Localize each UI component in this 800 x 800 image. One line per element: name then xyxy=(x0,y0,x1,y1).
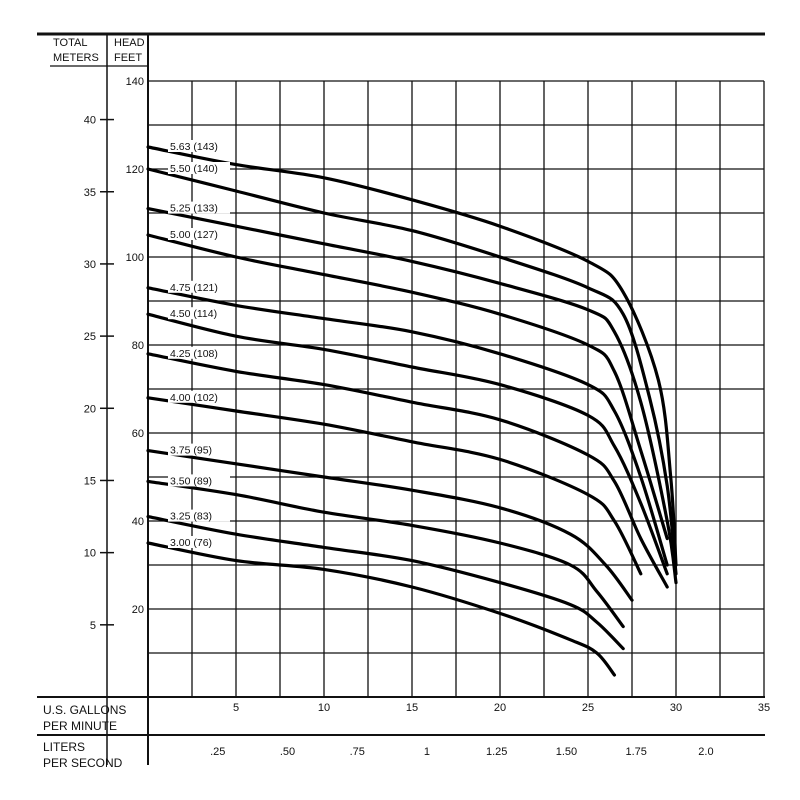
impeller-curve-6 xyxy=(146,312,669,576)
gpm-tick-label: 5 xyxy=(233,702,239,714)
lps-tick-label: 2.0 xyxy=(698,746,713,758)
curve-label: 4.75 (121) xyxy=(170,282,218,294)
gpm-tick-label: 10 xyxy=(318,702,330,714)
meters-tick-label: 25 xyxy=(84,331,96,343)
curve-label-background xyxy=(168,307,230,320)
feet-header-line2: FEET xyxy=(114,52,142,64)
feet-tick-label: 120 xyxy=(126,164,144,176)
curve-label: 3.75 (95) xyxy=(170,445,212,457)
meters-tick-label: 10 xyxy=(84,548,96,560)
impeller-curve-8 xyxy=(146,396,643,576)
impeller-curve-9 xyxy=(146,449,634,602)
impeller-curve-3 xyxy=(146,207,678,585)
impeller-curve-5 xyxy=(146,286,669,567)
lps-tick-label: .75 xyxy=(350,746,365,758)
meters-tick-label: 15 xyxy=(84,475,96,487)
curve-label-background xyxy=(168,280,230,293)
curve-label-background xyxy=(168,443,230,456)
lps-axis-label-line1: LITERS xyxy=(43,740,85,754)
curve-label: 3.00 (76) xyxy=(170,537,212,549)
impeller-curve-10 xyxy=(146,479,625,629)
lps-tick-label: 1.75 xyxy=(625,746,646,758)
feet-tick-label: 140 xyxy=(126,76,144,88)
gpm-axis-label-line2: PER MINUTE xyxy=(43,719,117,733)
gpm-tick-label: 25 xyxy=(582,702,594,714)
grid xyxy=(148,80,765,697)
meters-tick-label: 35 xyxy=(84,187,96,199)
curve-label: 4.00 (102) xyxy=(170,392,218,404)
feet-header-line1: HEAD xyxy=(114,37,145,49)
curve-label-background xyxy=(168,346,230,359)
curve-label: 5.25 (133) xyxy=(170,203,218,215)
curve-label: 3.25 (83) xyxy=(170,511,212,523)
curve-label: 5.63 (143) xyxy=(170,141,218,153)
curve-label: 5.50 (140) xyxy=(170,163,218,175)
lps-tick-label: .25 xyxy=(210,746,225,758)
gpm-tick-label: 15 xyxy=(406,702,418,714)
tick-labels: 20 40 60 80 100 120 140 5 10 15 20 25 30 35 40 5 10 15 20 2… xyxy=(84,76,770,758)
feet-tick-label: 80 xyxy=(132,340,144,352)
impeller-curve-12 xyxy=(146,541,616,677)
curve-label-background xyxy=(168,509,230,522)
curve-label-background xyxy=(168,390,230,403)
impeller-curve-2 xyxy=(146,167,678,576)
lps-axis-label-line2: PER SECOND xyxy=(43,756,123,770)
gpm-tick-label: 35 xyxy=(758,702,770,714)
curve-labels: 5.63 (143) 5.50 (140) 5.25 (133) 5.00 (127)… xyxy=(168,140,230,549)
curve-label: 5.00 (127) xyxy=(170,229,218,241)
gpm-tick-label: 30 xyxy=(670,702,682,714)
gpm-tick-label: 20 xyxy=(494,702,506,714)
feet-tick-label: 40 xyxy=(132,516,144,528)
meters-tick-label: 40 xyxy=(84,115,96,127)
impeller-curve-1 xyxy=(146,145,678,567)
lps-tick-label: 1.50 xyxy=(556,746,577,758)
meters-header-line2: METERS xyxy=(53,52,99,64)
impeller-curve-11 xyxy=(146,515,625,651)
curve-label-background xyxy=(168,536,230,548)
gpm-axis-label-line1: U.S. GALLONS xyxy=(43,703,126,717)
impeller-curve-4 xyxy=(146,233,669,541)
curve-label-background xyxy=(168,474,230,487)
curve-label-background xyxy=(168,162,230,174)
curve-label: 3.50 (89) xyxy=(170,475,212,487)
feet-tick-label: 100 xyxy=(126,252,144,264)
feet-tick-label: 20 xyxy=(132,604,144,616)
curve-label-background xyxy=(168,228,230,240)
curve-label: 4.50 (114) xyxy=(170,308,217,320)
meters-tick-label: 5 xyxy=(90,620,96,632)
meters-tick-label: 30 xyxy=(84,259,96,271)
curve-label: 4.25 (108) xyxy=(170,348,218,360)
feet-tick-label: 60 xyxy=(132,428,144,440)
curves xyxy=(146,145,678,677)
lps-tick-label: 1 xyxy=(424,746,430,758)
curve-label-background xyxy=(168,140,230,152)
impeller-curve-7 xyxy=(146,352,669,589)
meters-header-line1: TOTAL xyxy=(53,37,87,49)
lps-tick-label: .50 xyxy=(280,746,295,758)
lps-tick-label: 1.25 xyxy=(486,746,507,758)
meters-tick-label: 20 xyxy=(84,403,96,415)
curve-label-background xyxy=(168,201,230,214)
